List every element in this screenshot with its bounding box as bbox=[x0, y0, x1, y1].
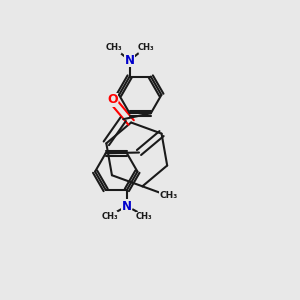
Text: N: N bbox=[124, 54, 135, 67]
Text: O: O bbox=[107, 94, 118, 106]
Text: CH₃: CH₃ bbox=[160, 191, 178, 200]
Text: CH₃: CH₃ bbox=[105, 43, 122, 52]
Text: CH₃: CH₃ bbox=[101, 212, 118, 221]
Text: CH₃: CH₃ bbox=[136, 212, 153, 221]
Text: N: N bbox=[122, 200, 132, 213]
Text: CH₃: CH₃ bbox=[137, 43, 154, 52]
